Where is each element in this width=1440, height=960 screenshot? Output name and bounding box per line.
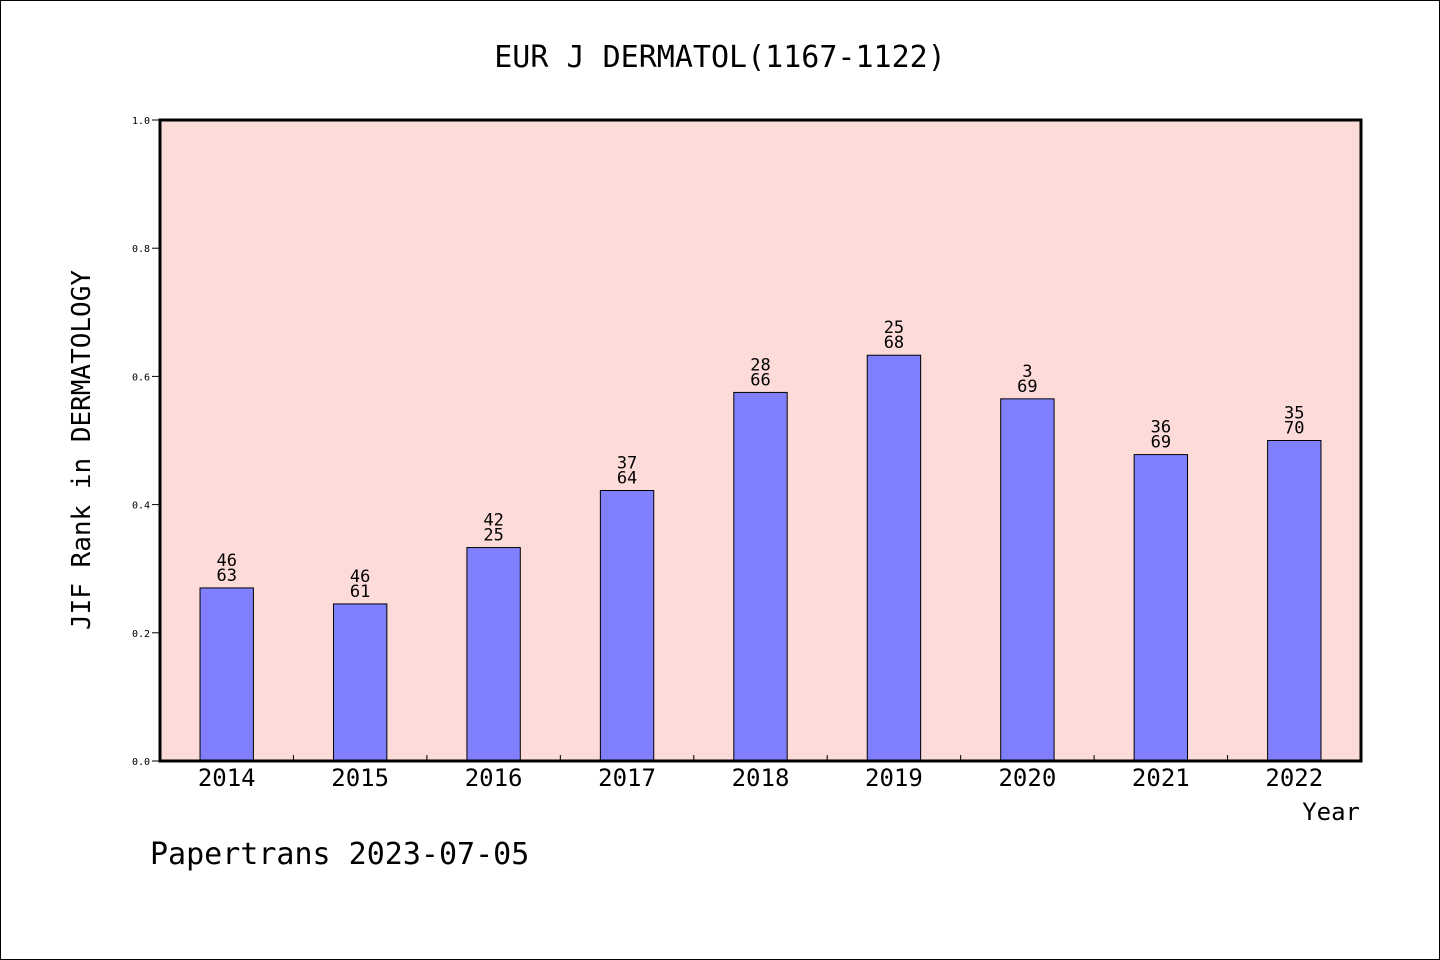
bar-2014 xyxy=(199,587,254,762)
bar-label-top-2016: 42 xyxy=(483,511,503,531)
x-tick-label-2021: 2021 xyxy=(1132,764,1190,792)
bar-2017 xyxy=(599,489,655,762)
x-tick-label-2020: 2020 xyxy=(998,764,1056,792)
bar-label-top-2022: 35 xyxy=(1284,404,1304,424)
bar-label-top-2020: 3 xyxy=(1022,362,1032,382)
bar-label-top-2021: 36 xyxy=(1151,418,1171,438)
bar-label-bottom-2014: 63 xyxy=(216,566,236,586)
bar-label-bottom-2015: 61 xyxy=(350,582,370,602)
bar-label-top-2014: 46 xyxy=(216,551,236,571)
x-tick-label-2019: 2019 xyxy=(865,764,923,792)
bar-2018 xyxy=(733,391,788,762)
bar-2016 xyxy=(466,547,521,762)
bar-label-bottom-2018: 66 xyxy=(750,370,770,390)
y-tick-label: 0.6 xyxy=(132,372,150,383)
bar-2021 xyxy=(1133,454,1189,762)
y-tick-label: 1.0 xyxy=(132,116,150,127)
bar-label-bottom-2022: 70 xyxy=(1284,419,1304,439)
x-tick-label-2018: 2018 xyxy=(732,764,790,792)
y-axis-ticks: 0.0 0.2 0.4 0.6 0.8 1.0 xyxy=(132,116,160,768)
x-axis-ticks: 2014 2015 2016 2017 2018 2019 2020 2021 2022 xyxy=(198,755,1323,792)
plot-border xyxy=(158,118,1363,763)
y-tick-label: 0.0 xyxy=(132,757,150,768)
x-axis-label: Year xyxy=(1302,798,1360,826)
bar-label-top-2015: 46 xyxy=(350,567,370,587)
chart-title: EUR J DERMATOL(1167-1122) xyxy=(494,40,946,75)
bar-2022 xyxy=(1267,440,1322,762)
y-tick-label: 0.4 xyxy=(132,501,150,512)
y-tick-label: 0.2 xyxy=(132,629,150,640)
x-tick-label-2017: 2017 xyxy=(598,764,656,792)
x-tick-label-2022: 2022 xyxy=(1265,764,1323,792)
bar-label-bottom-2020: 69 xyxy=(1017,377,1037,397)
y-axis-label: JIF Rank in DERMATOLOGY xyxy=(67,270,97,630)
bar-2020 xyxy=(1000,398,1055,762)
x-tick-label-2015: 2015 xyxy=(331,764,389,792)
bar-2019 xyxy=(866,354,922,762)
bar-label-bottom-2019: 68 xyxy=(884,333,904,353)
footer-text: Papertrans 2023-07-05 xyxy=(150,837,529,872)
bar-label-bottom-2021: 69 xyxy=(1151,433,1171,453)
bar-label-bottom-2017: 64 xyxy=(617,468,637,488)
bar-label-bottom-2016: 25 xyxy=(483,526,503,546)
bar-label-top-2019: 25 xyxy=(884,318,904,338)
bar-2015 xyxy=(332,603,388,762)
bar-label-top-2017: 37 xyxy=(617,453,637,473)
y-tick-label: 0.8 xyxy=(132,244,150,255)
x-tick-label-2014: 2014 xyxy=(198,764,256,792)
bars-group xyxy=(199,354,1322,762)
bar-label-top-2018: 28 xyxy=(750,355,770,375)
x-tick-label-2016: 2016 xyxy=(465,764,523,792)
